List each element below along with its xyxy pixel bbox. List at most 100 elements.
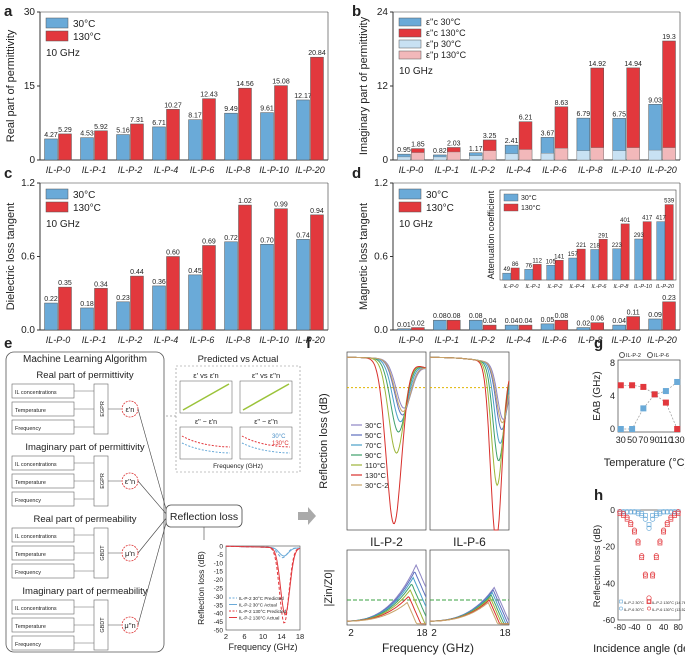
data-label: 19.3 xyxy=(662,34,676,41)
legend-label: 30°C xyxy=(73,190,95,201)
bar xyxy=(540,323,555,331)
data-label: 6.79 xyxy=(577,111,591,118)
inset-bar xyxy=(532,264,542,281)
inset-label: 49 xyxy=(503,267,510,273)
bar xyxy=(166,256,180,331)
model-label: EGPR xyxy=(100,401,106,417)
bar xyxy=(44,302,58,331)
bar xyxy=(116,134,130,161)
input-label: Temperature xyxy=(15,552,46,558)
inset-bar xyxy=(546,265,556,281)
rl-small-ytick: -50 xyxy=(214,628,224,635)
data-label: 0.02 xyxy=(411,321,425,328)
bar-stack xyxy=(469,155,483,161)
h-marker xyxy=(650,516,656,522)
h-marker xyxy=(624,514,630,520)
bar-stack xyxy=(397,156,411,161)
inset-label: 141 xyxy=(554,254,565,260)
bar xyxy=(590,322,604,331)
legend-swatch xyxy=(45,17,69,29)
h-marker xyxy=(642,571,648,577)
h-marker xyxy=(642,516,648,522)
data-label: 0.36 xyxy=(152,279,166,286)
data-label: 3.25 xyxy=(483,133,497,140)
inset-label: 86 xyxy=(512,262,519,268)
x-tick-label: IL-P-1 xyxy=(435,335,460,345)
x-tick-label: IL-P-6 xyxy=(190,165,215,175)
h-marker xyxy=(643,573,648,579)
data-label: 8.63 xyxy=(555,100,569,107)
data-label: 0.95 xyxy=(397,147,411,154)
data-label: 0.09 xyxy=(648,312,662,319)
x-tick-label: IL-P-20 xyxy=(295,165,325,175)
h-marker xyxy=(653,555,659,561)
bar xyxy=(130,275,144,331)
g-marker xyxy=(674,426,681,432)
input-label: Frequency xyxy=(15,642,41,648)
rl-small-ytick: -20 xyxy=(214,577,224,584)
inset-tick: IL-P-8 xyxy=(614,284,630,290)
inset-label: 223 xyxy=(612,243,623,249)
group-title: Imaginary part of permeability xyxy=(22,586,147,597)
data-label: 0.04 xyxy=(505,318,519,325)
data-label: 0.60 xyxy=(166,250,180,257)
data-label: 0.11 xyxy=(627,310,640,317)
rl-title: IL-P-6 xyxy=(453,535,486,549)
data-label: 0.04 xyxy=(612,318,626,325)
inset-legend-label: 130°C xyxy=(521,204,541,212)
bar xyxy=(188,119,202,161)
bar-stack xyxy=(554,148,569,161)
h-ytick: -40 xyxy=(603,578,616,588)
y-tick-label: 0 xyxy=(382,155,388,166)
y-axis-label: Imaginary part of permittivity xyxy=(358,16,370,155)
bar xyxy=(58,133,72,161)
frequency-label: 10 GHz xyxy=(399,66,433,77)
input-label: Frequency xyxy=(15,498,41,504)
data-label: 0.44 xyxy=(130,269,144,276)
rl-curve xyxy=(430,356,510,424)
data-label: 0.04 xyxy=(483,318,497,325)
x-tick-label: IL-P-10 xyxy=(259,165,289,175)
x-tick-label: IL-P-0 xyxy=(399,165,424,175)
rl-small-xtick: 18 xyxy=(296,632,304,641)
z-xtick: 2 xyxy=(431,628,437,639)
bar xyxy=(80,307,94,331)
h-marker xyxy=(650,571,656,577)
pva-scatter-line xyxy=(182,383,230,411)
x-tick-label: IL-P-10 xyxy=(611,335,641,345)
data-label: 9.49 xyxy=(224,106,238,113)
data-label: 0.82 xyxy=(433,148,447,155)
panel-letter-a: a xyxy=(4,3,13,20)
h-marker xyxy=(628,520,634,526)
output-label: ε'n xyxy=(126,405,135,414)
pva-subtitle: ε'' vs ε''n xyxy=(252,371,280,380)
data-label: 0.34 xyxy=(94,281,108,288)
rl-legend-label: 70°C xyxy=(365,441,382,450)
h-ytick: 0 xyxy=(610,505,615,515)
g-legend-label: IL-P-6 xyxy=(654,353,669,359)
rl-legend-label: 50°C xyxy=(365,431,382,440)
panel-letter-f: f xyxy=(306,335,312,352)
pva-temp-130: 130°C xyxy=(272,441,289,447)
x-tick-label: IL-P-8 xyxy=(578,335,603,345)
inset-tick: IL-P-4 xyxy=(570,284,585,290)
bar xyxy=(260,112,274,161)
bar xyxy=(44,138,58,161)
data-label: 0.22 xyxy=(44,296,58,303)
g-ytick: 8 xyxy=(610,358,615,368)
x-tick-label: IL-P-8 xyxy=(578,165,603,175)
rl-small-frame xyxy=(225,545,301,631)
bar-stack xyxy=(411,152,425,161)
inset-ylabel: Attenuation coefficient xyxy=(486,190,496,279)
g-marker xyxy=(662,399,669,406)
h-marker xyxy=(635,538,641,544)
legend-swatch xyxy=(45,30,69,42)
g-legend-marker xyxy=(619,352,625,358)
rl-small-ytick: -15 xyxy=(214,569,224,576)
x-tick-label: IL-P-20 xyxy=(295,335,325,345)
inset-bar xyxy=(510,267,520,281)
data-label: 14.94 xyxy=(624,61,642,68)
h-marker xyxy=(664,522,670,528)
f-xlabel: Frequency (GHz) xyxy=(382,641,474,655)
h-marker xyxy=(635,540,641,546)
